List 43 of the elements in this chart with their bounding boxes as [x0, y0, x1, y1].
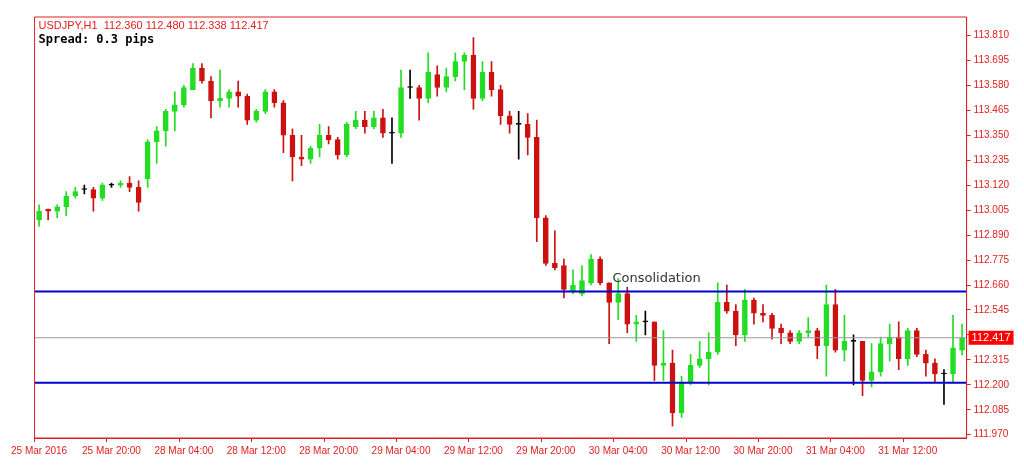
- candlestick: [171, 91, 178, 132]
- y-tick-label: 113.580: [973, 79, 1010, 91]
- x-tick-label: 28 Mar 20:00: [299, 444, 359, 456]
- y-tick-label: 112.890: [973, 228, 1010, 240]
- candlestick: [217, 69, 223, 108]
- y-tick-label: 112.545: [973, 303, 1010, 315]
- candlestick: [552, 230, 558, 271]
- y-tick-label: 113.465: [973, 104, 1010, 116]
- y-tick-label: 113.005: [973, 203, 1010, 215]
- candlestick: [235, 80, 241, 108]
- y-tick-label: 113.695: [973, 54, 1010, 66]
- candlestick: [705, 332, 712, 386]
- x-tick-label: 31 Mar 04:00: [805, 444, 866, 456]
- y-tick-label: 112.085: [973, 403, 1010, 415]
- candlestick: [886, 323, 893, 362]
- candlestick: [941, 369, 947, 405]
- x-tick-label: 25 Mar 2016: [11, 444, 68, 456]
- x-tick-label: 30 Mar 04:00: [588, 444, 649, 456]
- y-tick-label: 113.350: [973, 129, 1010, 141]
- text: Spread: 0.3 pips: [38, 32, 155, 47]
- candlestick: [389, 117, 395, 164]
- x-tick-label: 30 Mar 12:00: [661, 444, 721, 456]
- x-tick-label: 30 Mar 20:00: [733, 444, 793, 456]
- x-tick-label: 29 Mar 12:00: [443, 444, 504, 456]
- x-tick-label: 28 Mar 12:00: [226, 444, 287, 456]
- y-tick-label: 112.775: [973, 253, 1010, 265]
- y-tick-label: 113.810: [973, 29, 1010, 41]
- y-tick-label: 112.315: [973, 353, 1010, 365]
- x-tick-label: 28 Mar 04:00: [154, 444, 214, 456]
- chart-title: USDJPY,H1 112.360 112.480 112.338 112.417: [38, 18, 269, 31]
- x-tick-label: 29 Mar 20:00: [516, 444, 576, 456]
- annotation: Consolidation: [612, 270, 701, 286]
- y-tick-label: 111.970: [973, 428, 1009, 440]
- y-tick-label: 113.235: [973, 153, 1010, 165]
- y-tick-label: 112.200: [973, 378, 1010, 390]
- ref-line-label: 112.417: [971, 330, 1011, 343]
- y-tick-label: 113.120: [973, 178, 1010, 190]
- y-tick-label: 112.660: [973, 278, 1010, 290]
- x-tick-label: 31 Mar 12:00: [878, 444, 938, 456]
- x-tick-label: 29 Mar 04:00: [371, 444, 431, 456]
- candlestick: [805, 317, 812, 338]
- x-tick-label: 25 Mar 20:00: [82, 444, 142, 456]
- candlestick: [760, 304, 766, 323]
